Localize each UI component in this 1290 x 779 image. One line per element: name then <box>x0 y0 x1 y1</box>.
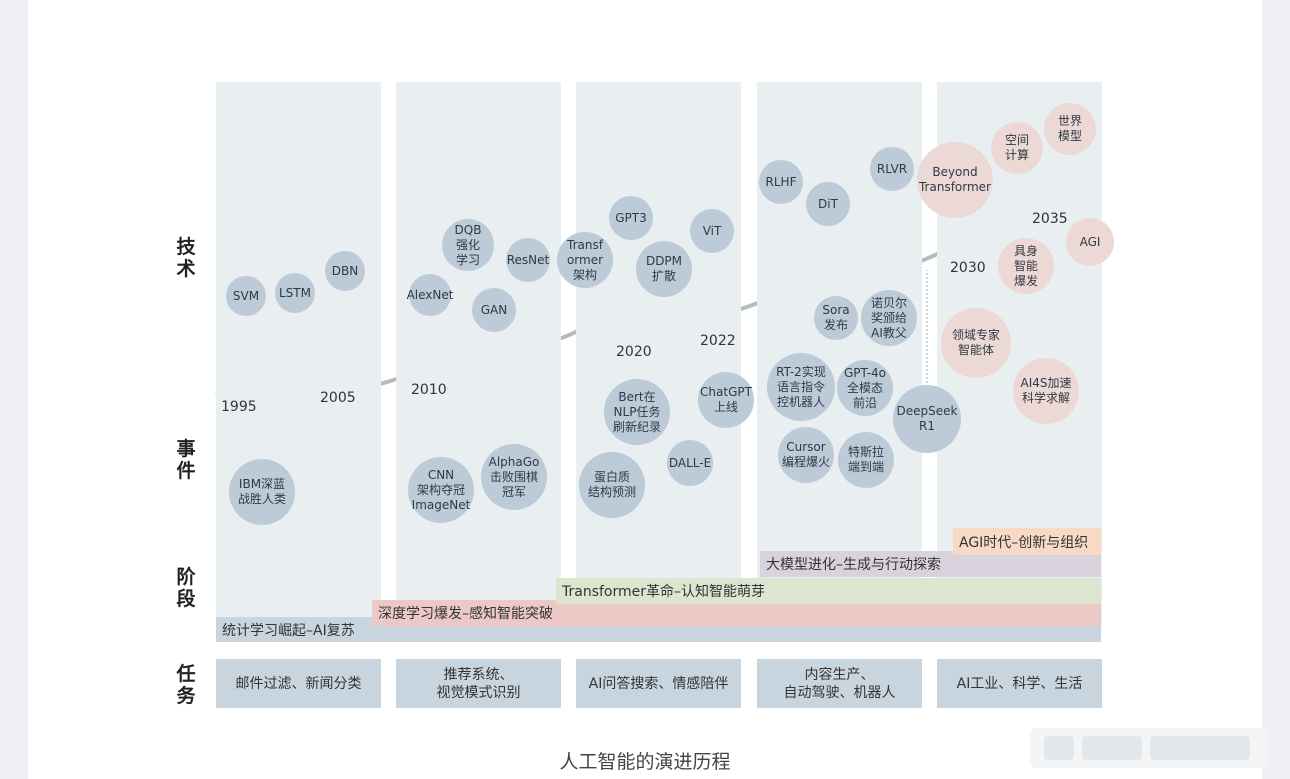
event-node: 蛋白质 结构预测 <box>579 452 645 518</box>
blurred-chip <box>1082 736 1142 760</box>
tech-node: GAN <box>472 288 516 332</box>
event-node: AI4S加速 科学求解 <box>1013 358 1079 424</box>
tech-node: DiT <box>806 182 850 226</box>
year-label: 2020 <box>616 344 652 360</box>
stage-band: 深度学习爆发–感知智能突破 <box>372 600 1101 626</box>
tech-node: SVM <box>226 276 266 316</box>
event-node: RT-2实现 语言指令 控机器人 <box>767 353 835 421</box>
task-cell: 推荐系统、 视觉模式识别 <box>396 659 561 708</box>
tech-node: Transf ormer 架构 <box>557 232 613 288</box>
tech-node: 世界 模型 <box>1044 103 1096 155</box>
tech-node: AlexNet <box>407 274 453 316</box>
task-cell: AI问答搜索、情感陪伴 <box>576 659 741 708</box>
tech-node: ResNet <box>506 238 550 282</box>
stage-band: Transformer革命–认知智能萌芽 <box>556 578 1101 604</box>
stage-band: AGI时代–创新与组织 <box>953 528 1101 555</box>
event-node: Bert在 NLP任务 刷新纪录 <box>604 379 670 445</box>
tech-node: DBN <box>325 251 365 291</box>
tech-node: DQB 强化 学习 <box>442 219 494 271</box>
year-label: 2030 <box>950 260 986 276</box>
row-label-task: 任 务 <box>176 663 196 707</box>
event-node: AlphaGo 击败围棋 冠军 <box>481 444 547 510</box>
year-label: 2010 <box>411 382 447 398</box>
tech-node: RLHF <box>759 160 803 204</box>
year-label: 2005 <box>320 390 356 406</box>
tech-node: DDPM 扩散 <box>636 241 692 297</box>
blurred-chip <box>1150 736 1250 760</box>
era-column <box>216 82 381 627</box>
task-cell: 邮件过滤、新闻分类 <box>216 659 381 708</box>
row-label-tech: 技 术 <box>176 236 196 280</box>
tech-node: 空间 计算 <box>991 122 1043 174</box>
era-column <box>576 82 741 627</box>
event-node: DALL-E <box>667 440 713 486</box>
task-cell: AI工业、科学、生活 <box>937 659 1102 708</box>
event-node: 领域专家 智能体 <box>941 308 1011 378</box>
tech-node: ViT <box>690 209 734 253</box>
tech-node: Sora 发布 <box>814 296 858 340</box>
blurred-watermark <box>1030 728 1268 768</box>
tech-node: 具身 智能 爆发 <box>998 238 1054 294</box>
stage-band: 大模型进化–生成与行动探索 <box>760 551 1101 577</box>
tech-node: LSTM <box>275 273 315 313</box>
figure-caption: 人工智能的演进历程 <box>559 751 731 773</box>
event-node: GPT-4o 全模态 前沿 <box>837 360 893 416</box>
row-label-event: 事 件 <box>176 438 196 482</box>
event-node: 特斯拉 端到端 <box>838 432 894 488</box>
year-label: 2035 <box>1032 211 1068 227</box>
tech-node: AGI <box>1066 218 1114 266</box>
row-label-stage: 阶 段 <box>176 566 196 610</box>
event-node: ChatGPT 上线 <box>698 372 754 428</box>
year-label: 1995 <box>221 399 257 415</box>
tech-node: GPT3 <box>609 196 653 240</box>
tech-node: 诺贝尔 奖颁给 AI教父 <box>861 290 917 346</box>
event-node: DeepSeek R1 <box>893 385 961 453</box>
task-cell: 内容生产、 自动驾驶、机器人 <box>757 659 922 708</box>
era-column <box>396 82 561 627</box>
event-node: CNN 架构夺冠 ImageNet <box>408 457 474 523</box>
year-label: 2022 <box>700 333 736 349</box>
event-node: IBM深蓝 战胜人类 <box>229 459 295 525</box>
event-node: Cursor 编程爆火 <box>778 427 834 483</box>
tech-node: RLVR <box>870 147 914 191</box>
tech-node: Beyond Transformer <box>917 142 993 218</box>
blurred-chip <box>1044 736 1074 760</box>
